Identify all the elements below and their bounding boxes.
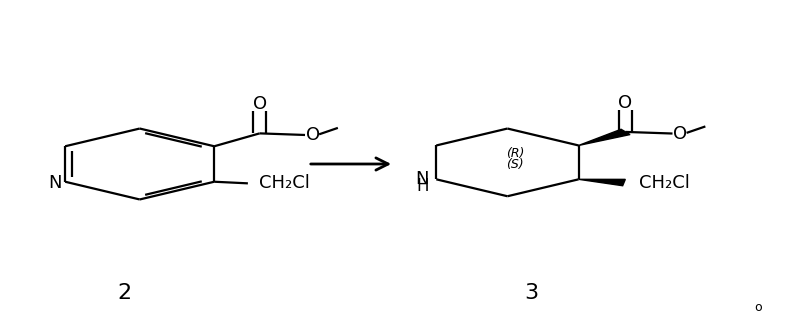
Text: CH₂Cl: CH₂Cl [259,174,310,192]
Text: CH₂Cl: CH₂Cl [639,174,690,192]
Text: (R): (R) [506,147,525,160]
Polygon shape [578,129,630,145]
Text: O: O [673,125,687,143]
Text: O: O [306,126,320,144]
Polygon shape [578,179,626,186]
Text: o: o [754,301,762,314]
Text: N: N [48,174,61,192]
Text: N: N [415,170,429,188]
Text: H: H [416,177,429,195]
Text: O: O [619,94,633,112]
Text: 2: 2 [117,283,131,303]
Text: (S): (S) [507,158,524,171]
Text: O: O [253,95,266,113]
Text: 3: 3 [524,283,538,303]
